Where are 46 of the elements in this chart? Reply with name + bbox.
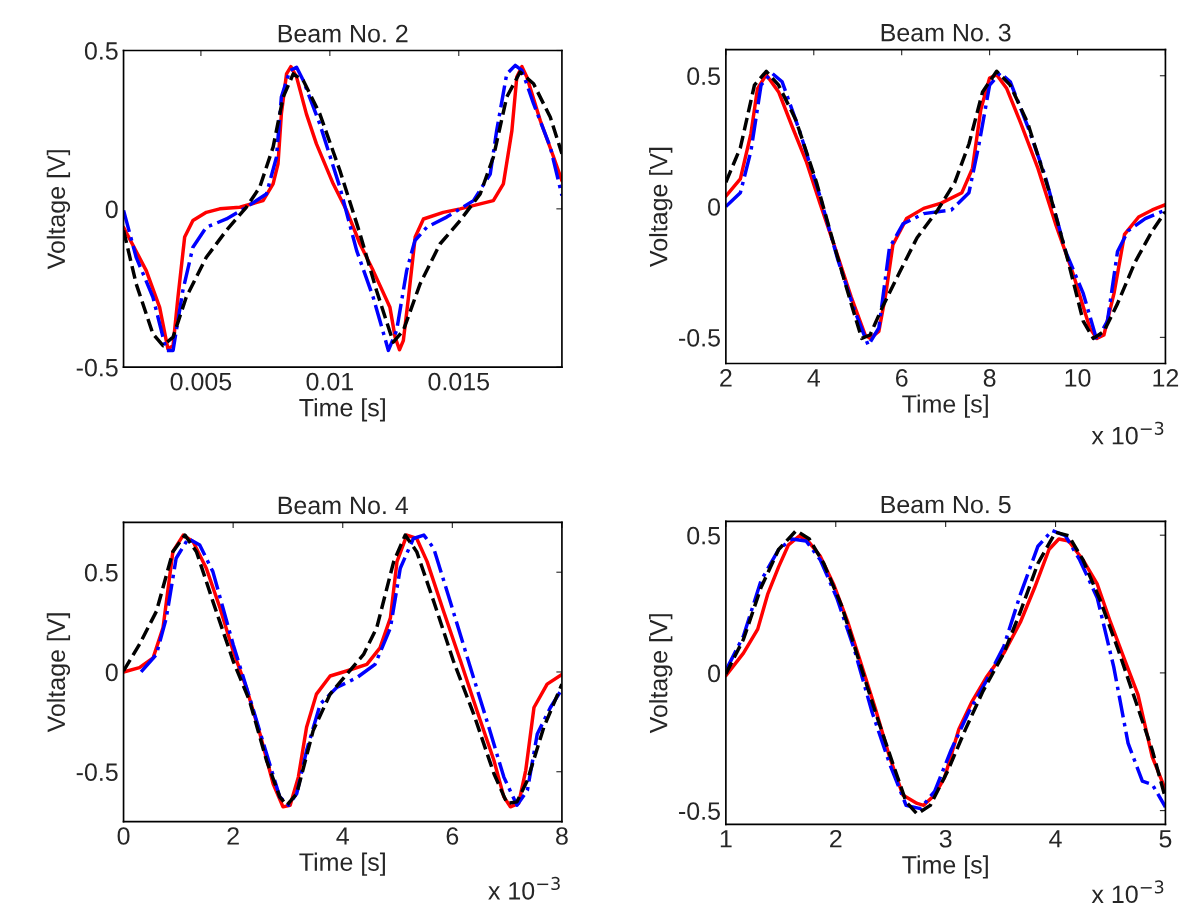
y-axis-title: Voltage [V] — [46, 613, 71, 733]
text: x 10$^{−3}$ — [1091, 880, 1164, 904]
x-axis-title: Time [s] — [902, 855, 988, 879]
y-tick-label: 0 — [105, 200, 118, 219]
x-tick-label: 0.01 — [306, 372, 353, 391]
x-tick-label: 12 — [1153, 369, 1179, 387]
y-tick-label: -0.5 — [679, 802, 720, 820]
text: x 10$^{−3}$ — [488, 876, 560, 900]
y-tick-label: -0.5 — [76, 763, 118, 782]
chart-title: Beam No. 5 — [881, 495, 1011, 514]
text: x 10$^{−3}$ — [1091, 421, 1164, 445]
chart-title: Beam No. 2 — [278, 24, 408, 43]
y-tick-label: 0.5 — [687, 526, 720, 545]
y-tick-label: 0 — [105, 663, 118, 682]
x-tick-label: 10 — [1065, 369, 1091, 387]
y-axis-title: Voltage [V] — [649, 614, 673, 734]
y-axis-title: Voltage [V] — [46, 150, 71, 270]
y-tick-label: -0.5 — [76, 358, 118, 377]
y-tick-label: 0 — [708, 664, 721, 683]
x-tick-label: 3 — [939, 829, 952, 848]
y-tick-label: 0.5 — [84, 42, 118, 60]
chart-title: Beam No. 4 — [278, 496, 409, 515]
x-tick-label: 0 — [117, 827, 130, 845]
y-axis-title: Voltage [V] — [649, 147, 673, 267]
y-tick-label: 0 — [708, 198, 721, 216]
x-tick-label: 5 — [1159, 830, 1172, 848]
x-tick-label: 8 — [983, 369, 996, 387]
x-tick-label: 1 — [720, 830, 732, 848]
y-tick-label: -0.5 — [679, 328, 720, 347]
x-tick-label: 6 — [446, 827, 459, 845]
x-tick-label: 2 — [830, 829, 842, 848]
x-axis-title: Time [s] — [299, 398, 385, 422]
y-tick-label: 0.5 — [687, 67, 720, 86]
x-tick-label: 2 — [227, 827, 239, 845]
x-tick-label: 8 — [556, 827, 568, 845]
x-tick-label: 2 — [720, 369, 732, 387]
chart-title: Beam No. 3 — [881, 23, 1011, 42]
x-tick-label: 0.005 — [170, 372, 232, 391]
x-tick-label: 4 — [1049, 830, 1062, 848]
x-tick-label: 4 — [336, 827, 349, 845]
x-tick-label: 6 — [896, 369, 908, 387]
y-tick-label: 0.5 — [84, 563, 118, 582]
x-tick-label: 0.015 — [428, 372, 490, 391]
x-axis-title: Time [s] — [902, 394, 988, 418]
x-axis-title: Time [s] — [299, 852, 385, 876]
x-tick-label: 4 — [807, 369, 820, 387]
